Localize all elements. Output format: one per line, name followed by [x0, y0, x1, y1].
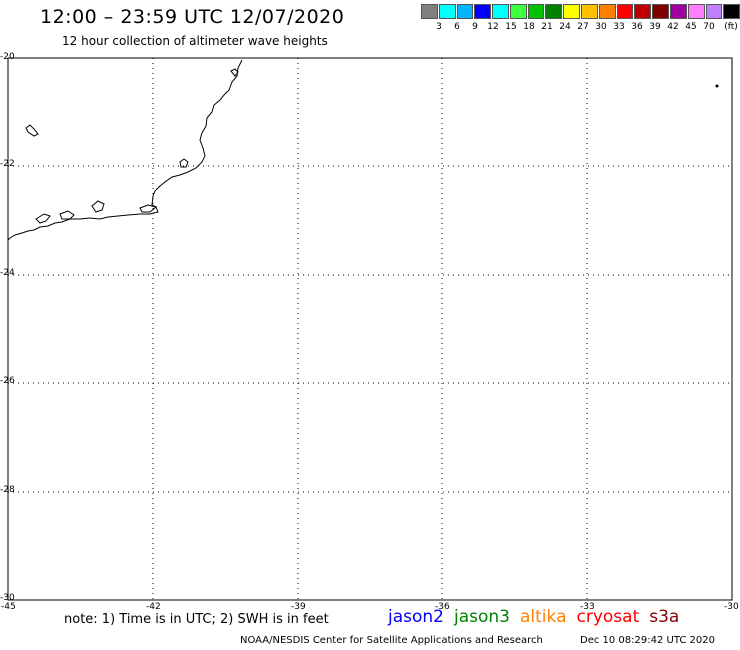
legend-label: 6 [454, 22, 460, 32]
bay-sepetiba [91, 200, 105, 213]
legend-label: 30 [595, 22, 607, 32]
island-north-small [230, 68, 239, 77]
satellite-legend: jason2 jason3 altika cryosat s3a [388, 607, 689, 627]
legend-swatch [474, 4, 492, 19]
y-tick-label: -28 [0, 485, 15, 495]
y-tick-label: -30 [0, 593, 15, 603]
map-subtitle: 12 hour collection of altimeter wave hei… [62, 34, 328, 48]
legend-swatch [545, 4, 563, 19]
legend-label: 33 [613, 22, 625, 32]
legend-label: 70 [703, 22, 715, 32]
legend-label: 18 [523, 22, 535, 32]
units-note: note: 1) Time is in UTC; 2) SWH is in fe… [64, 612, 329, 627]
graticule [8, 58, 732, 600]
y-tick-label: -26 [0, 376, 15, 386]
coastline-mainland [7, 59, 243, 241]
legend-swatch [705, 4, 723, 19]
x-tick-label: -42 [146, 602, 161, 612]
x-tick-label: -33 [580, 602, 595, 612]
legend-swatches [421, 4, 740, 19]
legend-swatch [616, 4, 634, 19]
island-trindade [715, 84, 719, 88]
satellite-altika: altika [520, 607, 567, 627]
island-coast-small [179, 158, 189, 168]
legend-swatch [509, 4, 527, 19]
cabo-frio [139, 204, 158, 213]
x-tick-label: -30 [724, 602, 739, 612]
legend-swatch [563, 4, 581, 19]
satellite-s3a: s3a [649, 607, 680, 627]
legend-swatch [598, 4, 616, 19]
legend-label: 27 [577, 22, 589, 32]
x-tick-label: -36 [435, 602, 450, 612]
legend-label: 15 [505, 22, 517, 32]
legend-swatch [669, 4, 687, 19]
island-west [25, 124, 39, 137]
y-tick-label: -20 [0, 52, 15, 62]
wave-height-legend: 3 6 9 12 15 18 21 24 27 30 33 36 39 42 45 70 (ft) [421, 4, 740, 34]
legend-label: 21 [541, 22, 553, 32]
legend-label: 3 [436, 22, 442, 32]
legend-swatch [456, 4, 474, 19]
satellite-cryosat: cryosat [576, 607, 640, 627]
legend-swatch [581, 4, 598, 19]
legend-labels: 3 6 9 12 15 18 21 24 27 30 33 36 39 42 45 70 (ft) [421, 22, 740, 34]
map-title: 12:00 – 23:59 UTC 12/07/2020 [40, 6, 345, 28]
y-tick-label: -22 [0, 159, 15, 169]
bay-rio [59, 210, 75, 220]
legend-label: 45 [685, 22, 697, 32]
island-ilha-grande [35, 213, 51, 224]
credit-line: NOAA/NESDIS Center for Satellite Applica… [240, 635, 543, 646]
map-frame [7, 57, 733, 601]
coastline [7, 59, 243, 241]
satellite-jason2: jason2 [388, 607, 444, 627]
legend-label: 9 [472, 22, 478, 32]
y-tick-label: -24 [0, 268, 15, 278]
generated-timestamp: Dec 10 08:29:42 UTC 2020 [580, 635, 715, 646]
x-tick-label: -39 [291, 602, 306, 612]
legend-label: 24 [559, 22, 571, 32]
legend-label: (ft) [724, 22, 738, 32]
satellite-jason3: jason3 [454, 607, 510, 627]
legend-swatch [634, 4, 652, 19]
legend-swatch [421, 4, 438, 19]
legend-swatch [492, 4, 509, 19]
legend-label: 39 [649, 22, 661, 32]
legend-swatch [438, 4, 456, 19]
legend-label: 42 [667, 22, 679, 32]
legend-swatch [652, 4, 669, 19]
legend-swatch [687, 4, 705, 19]
x-tick-label: -45 [1, 602, 16, 612]
legend-swatch [527, 4, 545, 19]
legend-label: 12 [487, 22, 499, 32]
legend-label: 36 [631, 22, 643, 32]
